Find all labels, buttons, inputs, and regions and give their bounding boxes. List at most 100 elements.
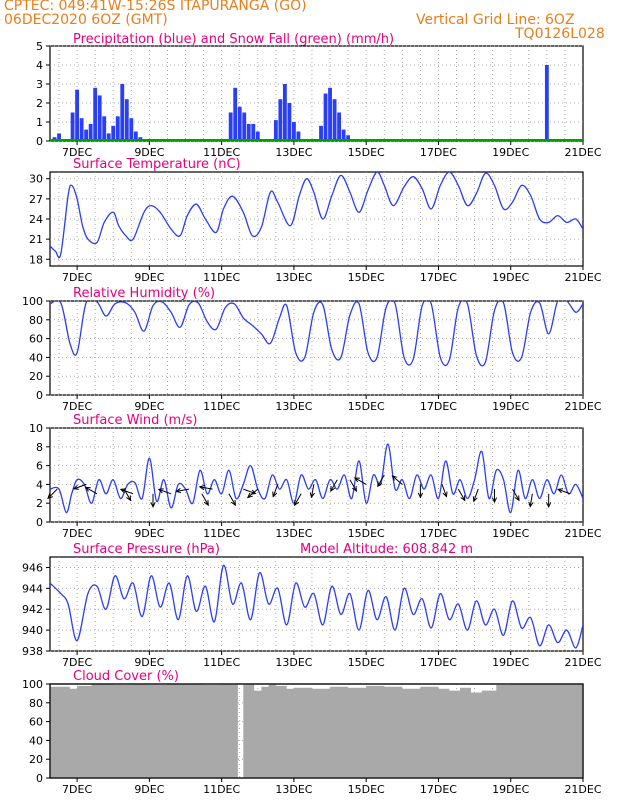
wind-vector (272, 484, 279, 497)
wind-vector (199, 486, 213, 490)
x-tick-label: 17DEC (420, 656, 457, 669)
x-tick-label: 7DEC (62, 146, 92, 159)
y-tick-label: 8 (36, 441, 43, 454)
wind-vector-head (72, 484, 79, 490)
wind-vector-head (417, 492, 424, 499)
panel-title: Cloud Cover (%) (73, 669, 179, 684)
wind-vector-head (546, 502, 552, 508)
x-tick-label: 15DEC (348, 527, 385, 540)
x-tick-label: 11DEC (203, 271, 240, 284)
x-tick-label: 19DEC (492, 271, 529, 284)
precip-bar (88, 123, 93, 141)
header-model-code: TQ0126L028 (515, 26, 605, 42)
x-tick-label: 11DEC (203, 527, 240, 540)
precip-bar (237, 106, 242, 141)
x-tick-label: 17DEC (420, 527, 457, 540)
wind-vector-head (309, 492, 315, 499)
y-tick-label: 20 (29, 753, 43, 766)
x-tick-label: 17DEC (420, 271, 457, 284)
y-tick-label: 40 (29, 734, 43, 747)
panel-1: Precipitation (blue) and Snow Fall (gree… (36, 32, 602, 159)
precip-bar (93, 87, 98, 141)
y-tick-label: 0 (36, 135, 43, 148)
y-tick-label: 80 (29, 697, 43, 710)
precip-bar (79, 118, 84, 141)
x-tick-label: 11DEC (203, 400, 240, 413)
x-tick-label: 21DEC (564, 271, 601, 284)
wind-vector (73, 483, 87, 490)
y-tick-label: 5 (36, 40, 43, 53)
precip-bar (70, 112, 75, 141)
precip-bar (111, 125, 116, 141)
wind-vector-head (119, 488, 126, 494)
wind-vector-head (246, 492, 253, 499)
wind-vector (349, 479, 357, 492)
wind-vector (457, 488, 466, 501)
x-tick-label: 7DEC (62, 527, 92, 540)
wind-vector-head (557, 488, 564, 494)
wind-vector (158, 488, 172, 495)
y-tick-label: 30 (29, 173, 43, 186)
y-tick-label: 942 (22, 603, 43, 616)
wind-vector (529, 493, 533, 507)
wind-vector (176, 488, 190, 492)
wind-vector (557, 488, 571, 495)
y-tick-label: 10 (29, 422, 43, 435)
x-tick-label: 9DEC (134, 527, 164, 540)
y-tick-label: 100 (22, 295, 43, 308)
precip-bar (246, 123, 251, 141)
x-tick-label: 7DEC (62, 656, 92, 669)
panel-frame (49, 427, 584, 523)
y-tick-label: 3 (36, 78, 43, 91)
wind-vector (85, 486, 98, 495)
wind-vector-head (353, 477, 360, 483)
precip-bar (106, 133, 111, 141)
precip-bar (323, 93, 328, 141)
panel-2: Surface Temperature (nC) 18 21 24 27 30 7DEC 9D… (29, 157, 602, 284)
x-tick-label: 19DEC (492, 527, 529, 540)
x-tick-label: 13DEC (275, 271, 312, 284)
x-tick-label: 9DEC (134, 146, 164, 159)
wind-vector (311, 484, 315, 498)
x-tick-label: 15DEC (348, 146, 385, 159)
wind-vector-head (157, 488, 164, 494)
x-tick-label: 21DEC (564, 656, 601, 669)
x-tick-label: 15DEC (348, 656, 385, 669)
wind-vector-head (84, 486, 91, 492)
x-tick-label: 17DEC (420, 400, 457, 413)
precip-bar (255, 131, 260, 141)
wind-vector-head (460, 495, 466, 502)
x-tick-label: 11DEC (203, 146, 240, 159)
x-tick-label: 11DEC (203, 783, 240, 796)
y-tick-label: 60 (29, 333, 43, 346)
y-tick-label: 2 (36, 497, 43, 510)
x-tick-label: 13DEC (275, 146, 312, 159)
panel-6: Cloud Cover (%) 0 20 40 60 80 100 7DEC 9DEC 11DEC… (22, 669, 602, 796)
y-tick-label: 6 (36, 460, 43, 473)
header-run-time: 06DEC2020 6OZ (GMT) (4, 12, 168, 28)
precip-bar (133, 131, 138, 141)
precip-bar (233, 87, 238, 141)
y-tick-label: 18 (29, 253, 43, 266)
x-tick-label: 15DEC (348, 400, 385, 413)
wind-vector-head (352, 485, 357, 493)
precip-bar (57, 133, 61, 141)
x-tick-label: 19DEC (492, 146, 529, 159)
precip-bar (291, 122, 296, 141)
wind-vector-head (47, 493, 53, 500)
precip-bar (120, 84, 125, 141)
panel-4: Surface Wind (m/s) 0 2 4 6 8 10 7DEC 9DEC 11DEC 13… (29, 413, 602, 540)
wind-vector (47, 488, 58, 499)
wind-vector-head (150, 502, 156, 508)
x-tick-label: 9DEC (134, 656, 164, 669)
x-tick-label: 17DEC (420, 783, 457, 796)
wind-vector (354, 477, 367, 485)
wind-vector (120, 488, 134, 495)
precip-bar (287, 103, 292, 141)
wind-vector (512, 488, 520, 501)
panel-annotation: Model Altitude: 608.842 m (300, 542, 473, 557)
x-tick-label: 9DEC (134, 400, 164, 413)
wind-vector-head (442, 491, 448, 498)
